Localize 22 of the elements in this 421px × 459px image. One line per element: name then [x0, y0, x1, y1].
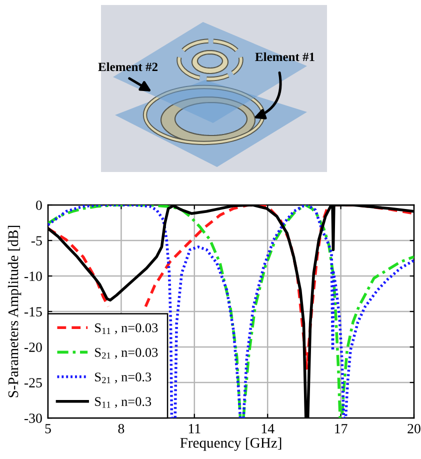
y-tick-label: -5	[31, 236, 42, 246]
x-tick-label: 17	[335, 424, 348, 434]
legend-label: S$_{11}$ , n=0.03	[95, 323, 158, 334]
x-tick-label: 11	[188, 424, 200, 434]
text: Element #1	[255, 52, 314, 62]
y-tick-label: -20	[24, 342, 42, 352]
legend-label: S$_{11}$ , n=0.3	[95, 397, 152, 408]
x-tick-label: 5	[45, 424, 51, 434]
y-tick-label: -25	[24, 378, 42, 388]
y-tick-label: -30	[24, 414, 42, 423]
y-tick-label: -15	[24, 307, 42, 316]
y-tick-label: 0	[36, 200, 42, 210]
y-axis-title: S-Parameters Amplitude [dB]	[8, 226, 22, 398]
line-series	[48, 205, 414, 418]
x-tick-label: 20	[408, 424, 420, 434]
text: Element #2	[98, 62, 158, 72]
x-axis-title: Frequency [GHz]	[180, 438, 282, 451]
legend-label: S$_{21}$ , n=0.3	[95, 372, 152, 384]
y-tick-label: -10	[24, 272, 42, 281]
legend-label: S$_{21}$ , n=0.03	[95, 348, 158, 359]
x-tick-label: 8	[118, 424, 124, 434]
x-tick-label: 14	[262, 424, 274, 434]
